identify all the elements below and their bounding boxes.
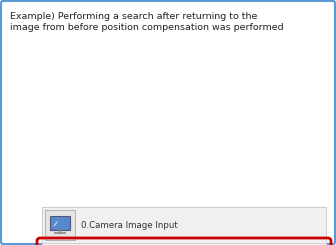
FancyBboxPatch shape bbox=[50, 216, 70, 230]
FancyBboxPatch shape bbox=[42, 207, 326, 245]
Text: image from before position compensation was performed: image from before position compensation … bbox=[10, 23, 284, 32]
Text: Example) Performing a search after returning to the: Example) Performing a search after retur… bbox=[10, 12, 257, 21]
FancyBboxPatch shape bbox=[45, 210, 75, 240]
Text: 0.Camera Image Input: 0.Camera Image Input bbox=[81, 220, 178, 230]
FancyBboxPatch shape bbox=[42, 243, 326, 245]
FancyBboxPatch shape bbox=[42, 207, 326, 243]
